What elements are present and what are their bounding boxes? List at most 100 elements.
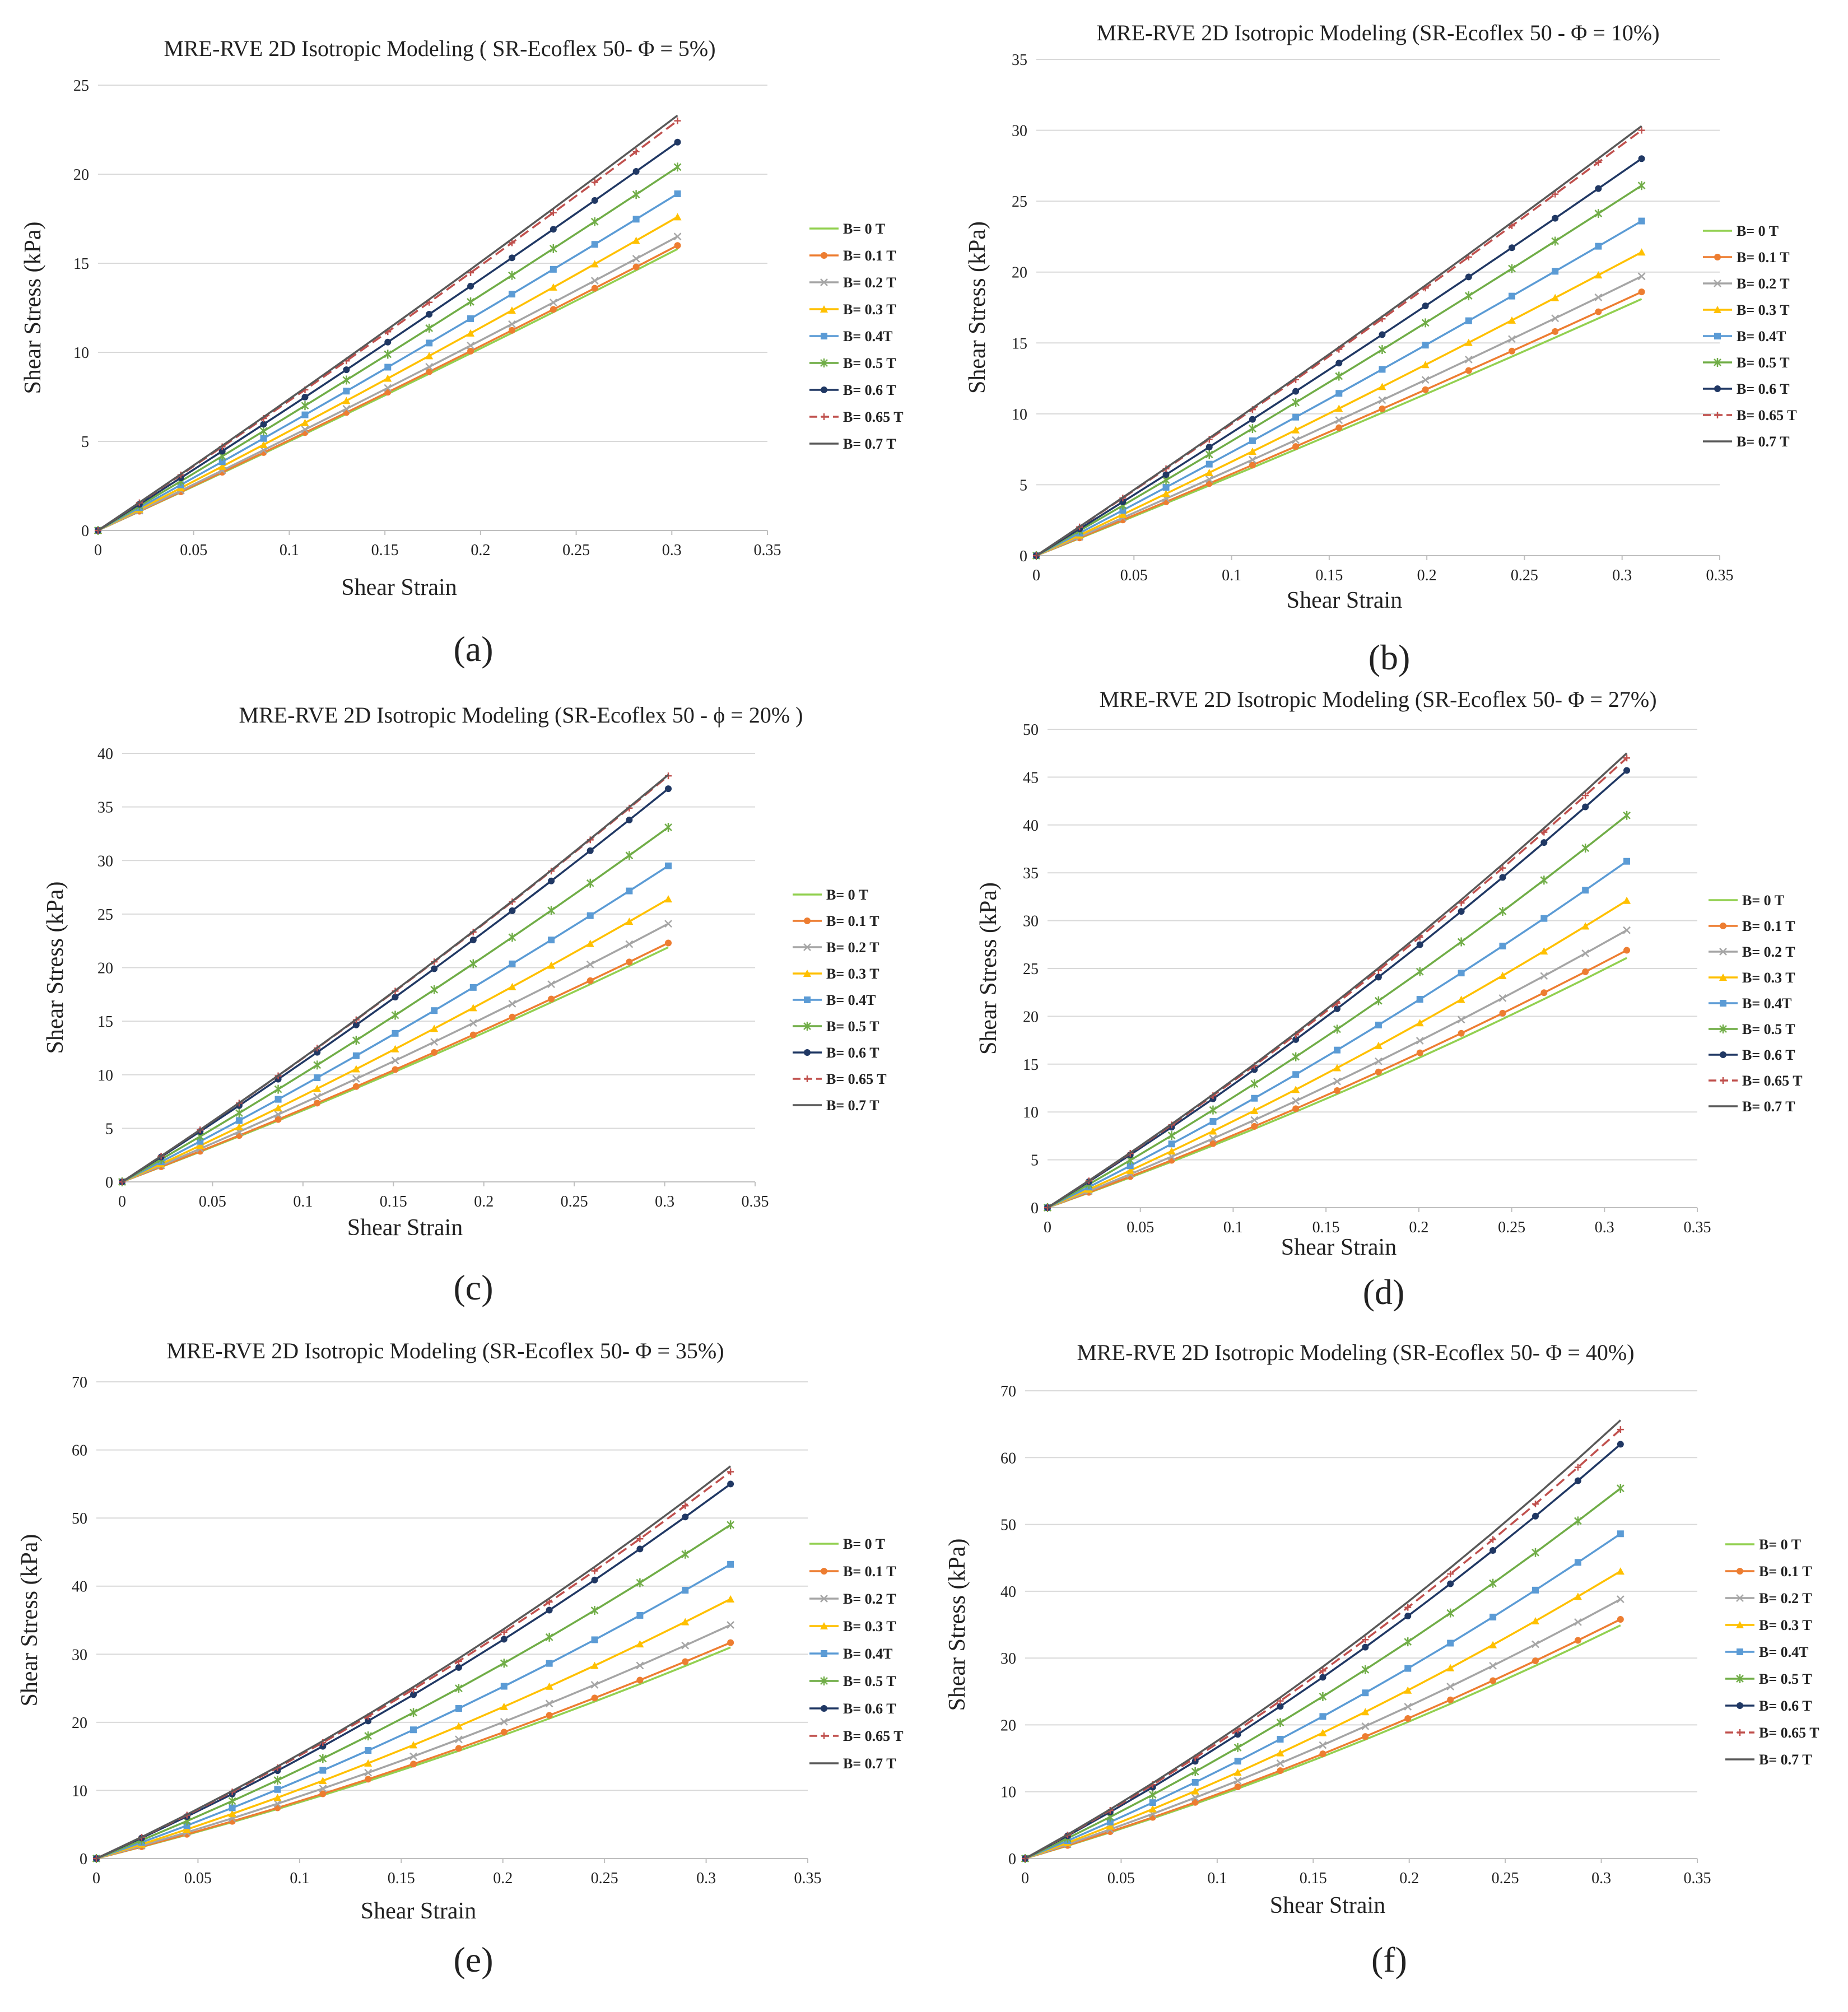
chart-2-series-b-0-6-t-marker (1335, 360, 1343, 367)
chart-3-series-b-0-4t-marker (314, 1074, 321, 1082)
chart-5-series-b-0-1-t-marker (727, 1639, 734, 1646)
chart-2-title: MRE-RVE 2D Isotropic Modeling (SR-Ecofle… (1096, 20, 1659, 45)
chart-1-legend-b-0-4t-label: B= 0.4T (843, 328, 893, 344)
chart-4-series-b-0-4t-marker (1334, 1046, 1341, 1054)
chart-6-legend-b-0-4t-label: B= 0.4T (1759, 1644, 1809, 1660)
chart-3-y-tick-label: 10 (97, 1067, 113, 1084)
chart-1-legend-b-0-65-t-marker (821, 413, 827, 420)
chart-5-series-b-0-4t-marker (500, 1683, 508, 1690)
chart-4-series-b-0-5-t-marker (1375, 996, 1382, 1005)
chart-1-series-b-0-7-t-line (97, 114, 678, 532)
chart-2-legend-b-0-t: B= 0 T (1703, 223, 1779, 239)
chart-1-series-b-0-4t-marker (508, 291, 515, 298)
chart-4-series-b-0-4t-marker (1251, 1095, 1258, 1102)
chart-2-series-b-0-2-t-marker (1378, 396, 1386, 404)
chart-2-legend-b-0-1-t-marker (1714, 254, 1721, 260)
chart-6-series-b-0-5-t-marker (1233, 1743, 1242, 1752)
chart-2-series-b-0-6-t-marker (1292, 388, 1300, 395)
chart-4-series-b-0-1-t-marker (1540, 989, 1548, 996)
chart-1-series-b-0-2-t-marker (342, 404, 351, 413)
chart-6-series-b-0-2-t-marker (1191, 1794, 1199, 1802)
chart-5-y-tick-label: 30 (72, 1646, 87, 1664)
chart-2-series-b-0-4t-marker (1119, 507, 1127, 514)
chart-6-x-tick-label: 0.1 (1207, 1870, 1227, 1887)
chart-2: 0 5 10 15 20 25 30 35 0 0.05 0.1 0.15 0.2 0.25 0.3 0.35… (965, 20, 1797, 677)
chart-5-series-b-0-65-t-line (96, 1471, 732, 1860)
chart-4-series-b-0-1-t-marker (1499, 1009, 1506, 1017)
chart-6-x-tick-label: 0.05 (1107, 1870, 1135, 1887)
chart-1-series-b-0-1-t-marker (632, 263, 640, 271)
chart-1-x-axis-label: Shear Strain (341, 575, 457, 600)
chart-6-series-b-0-2-t-marker (1489, 1661, 1497, 1670)
chart-3-x-tick-label: 0.3 (655, 1193, 674, 1210)
chart-1-series-b-0-2-t-marker (301, 425, 309, 434)
chart-5-series-b-0-6-t-marker (500, 1636, 508, 1643)
chart-2-legend-b-0-5-t: B= 0.5 T (1703, 355, 1790, 371)
chart-3-series-b-0-5-t-marker (508, 933, 516, 942)
chart-6-legend-b-0-5-t-label: B= 0.5 T (1759, 1671, 1812, 1687)
chart-6-series-b-0-1-t-marker (1191, 1799, 1199, 1806)
chart-1-series-b-0-6-t-marker (218, 448, 226, 455)
chart-2-series-b-0-3-t (1032, 248, 1646, 559)
chart-1-series-b-0-4t-line (97, 193, 678, 532)
chart-2-series-b-0-1-t-marker (1379, 405, 1386, 412)
chart-2-series-b-0-3-t-marker (1292, 426, 1300, 434)
chart-5-series-b-0-3-t-marker (273, 1794, 282, 1801)
chart-5-legend-b-0-1-t-label: B= 0.1 T (843, 1563, 896, 1580)
chart-1-y-tick-label: 15 (73, 255, 89, 273)
chart-5-series-b-0-2-t-marker (364, 1768, 373, 1777)
chart-4-series-b-0-1-t-marker (1623, 947, 1631, 954)
chart-4-legend-b-0-7-t: B= 0.7 T (1709, 1098, 1795, 1115)
chart-6-series-b-0-65-t-marker (1319, 1667, 1326, 1674)
chart-4-series-b-0-4t-marker (1375, 1021, 1382, 1028)
chart-5-legend-b-0-t: B= 0 T (809, 1536, 885, 1552)
chart-1-series-b-0-3-t-marker (259, 440, 268, 448)
chart-3-y-tick-label: 40 (97, 746, 113, 763)
chart-4-series-b-0-4t-marker (1458, 970, 1465, 977)
chart-4-y-tick-label: 45 (1023, 769, 1039, 786)
chart-4-x-tick-label: 0.35 (1684, 1219, 1711, 1236)
chart-1-legend-b-0-6-t-marker (821, 386, 827, 393)
chart-1-y-tick-label: 10 (73, 344, 89, 362)
chart-5-series-b-0-6-t-marker (636, 1545, 644, 1553)
chart-2-series-b-0-5-t-marker (1292, 398, 1300, 407)
chart-5-y-tick-label: 70 (72, 1374, 87, 1391)
chart-2-series-b-0-6-t-marker (1422, 302, 1429, 310)
chart-6-series-b-0-2-t-marker (1276, 1759, 1284, 1767)
chart-1-x-tick-label: 0 (94, 542, 102, 559)
chart-5-series-b-0-3-t-marker (545, 1682, 553, 1690)
chart-4-series-b-0-2-t-marker (1375, 1057, 1382, 1065)
chart-6-legend-b-0-1-t-marker (1737, 1568, 1743, 1575)
chart-2-series-b-0-6-t-marker (1465, 273, 1472, 281)
chart-3-legend-b-0-3-t-marker (803, 970, 811, 977)
chart-1-legend-b-0-1-t-label: B= 0.1 T (843, 248, 896, 264)
chart-1-series-b-0-4t-marker (384, 364, 392, 371)
chart-4-legend-b-0-2-t-marker (1719, 948, 1727, 956)
chart-1-series-b-0-4t-marker (632, 216, 640, 223)
chart-6-series-b-0-65-t-marker (1362, 1636, 1369, 1643)
chart-2-y-tick-label: 20 (1012, 264, 1027, 282)
chart-2-legend-b-0-7-t-label: B= 0.7 T (1737, 434, 1790, 450)
chart-3-legend-b-0-6-t-marker (804, 1049, 811, 1056)
chart-2-series-b-0-5-t-marker (1594, 209, 1603, 218)
chart-3-legend-b-0-5-t: B= 0.5 T (793, 1018, 879, 1035)
chart-3-legend-b-0-4t-marker (804, 996, 811, 1003)
chart-4-legend-b-0-5-t: B= 0.5 T (1709, 1021, 1795, 1037)
chart-6-series-b-0-1-t-marker (1362, 1733, 1369, 1740)
chart-1-series-b-0-5-t-marker (508, 271, 516, 280)
chart-2-y-axis-label: Shear Stress (kPa) (965, 221, 990, 394)
chart-5-legend-b-0-2-t-marker (820, 1595, 828, 1603)
chart-6-title: MRE-RVE 2D Isotropic Modeling (SR-Ecofle… (1077, 1340, 1634, 1365)
chart-3-series-b-0-6-t-marker (626, 816, 633, 823)
chart-4-y-tick-label: 50 (1023, 721, 1039, 739)
chart-6-series-b-0-2-t-marker (1574, 1618, 1582, 1626)
chart-2-series-b-0-6-t-marker (1552, 215, 1559, 222)
chart-4-legend-b-0-1-t-label: B= 0.1 T (1742, 918, 1795, 934)
chart-1-legend-b-0-7-t-label: B= 0.7 T (843, 436, 896, 452)
chart-1-y-axis-label: Shear Stress (kPa) (20, 222, 46, 394)
chart-6-y-tick-label: 40 (1000, 1583, 1016, 1601)
chart-1-series-b-0-7-t (97, 114, 678, 532)
chart-2-series-b-0-6-t-marker (1509, 244, 1516, 252)
chart-4-series-b-0-6-t-marker (1499, 874, 1506, 881)
chart-4-series-b-0-3-t-marker (1292, 1086, 1300, 1093)
